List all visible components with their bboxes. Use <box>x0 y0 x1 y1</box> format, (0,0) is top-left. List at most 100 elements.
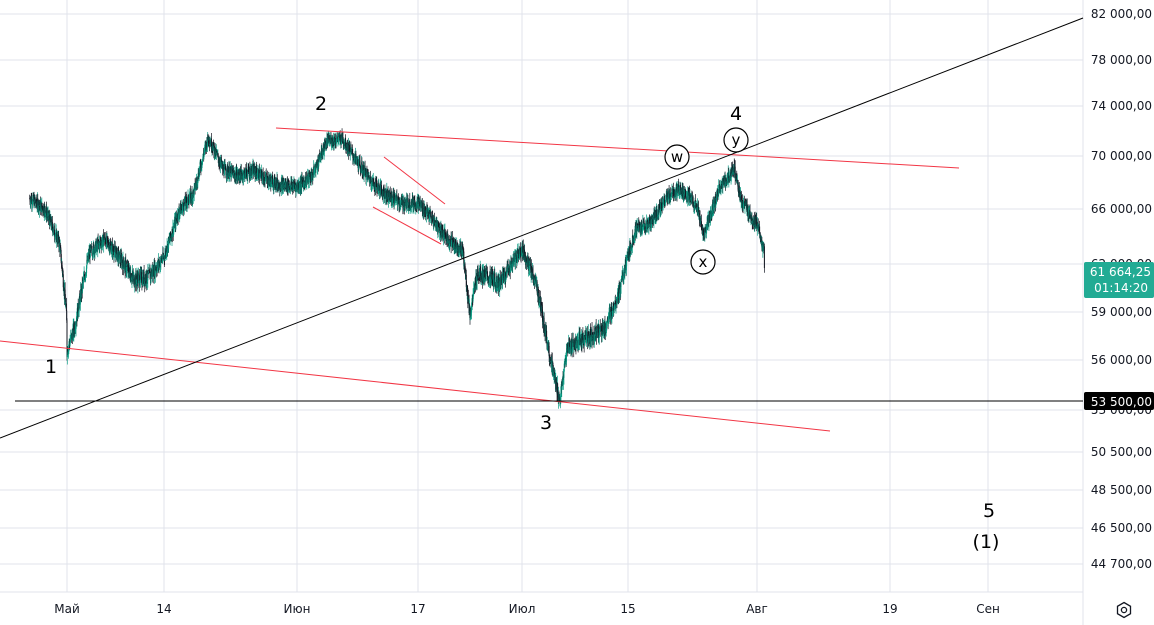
candle-body <box>749 210 751 218</box>
candle-body <box>519 247 521 256</box>
x-tick-label: 14 <box>156 602 171 616</box>
candle-body <box>658 212 660 215</box>
candle-body <box>232 170 234 178</box>
candle-body <box>484 269 486 278</box>
settings-icon[interactable] <box>1110 597 1138 623</box>
candle-body <box>345 137 347 148</box>
candle-body <box>592 334 594 340</box>
candle-body <box>336 136 338 139</box>
candle-body <box>282 180 284 192</box>
red-flag-lower-line[interactable] <box>372 206 442 245</box>
wave-label-3: 3 <box>540 412 552 434</box>
y-tick-label: 50 500,00 <box>1091 445 1152 459</box>
candle-body <box>95 245 97 253</box>
candle-body <box>387 190 389 202</box>
candle-body <box>673 196 675 198</box>
candle-body <box>394 194 396 203</box>
candle-body <box>49 215 51 220</box>
candle-body <box>668 193 670 199</box>
candle-body <box>97 239 99 251</box>
candle-body <box>679 184 681 195</box>
candle-body <box>348 151 350 154</box>
candle-body <box>113 250 115 255</box>
candle-body <box>109 244 111 250</box>
candle-body <box>103 240 105 247</box>
y-tick-label: 48 500,00 <box>1091 483 1152 497</box>
candle-body <box>511 263 513 268</box>
candle-body <box>687 191 689 201</box>
candle-body <box>706 228 708 231</box>
candle-body <box>552 362 554 366</box>
candle-body <box>576 340 578 348</box>
candle-body <box>61 267 63 273</box>
candle-body <box>129 271 131 279</box>
candle-body <box>667 195 669 200</box>
candle-body <box>118 257 120 260</box>
candle-body <box>571 339 573 349</box>
candle-body <box>635 224 637 233</box>
red-lower-channel-line[interactable] <box>0 340 831 432</box>
candle-body <box>505 277 507 279</box>
candle-body <box>123 267 125 269</box>
red-flag-upper-line[interactable] <box>383 156 446 205</box>
candle-body <box>262 176 264 181</box>
candle-body <box>148 270 150 272</box>
y-tick-label: 56 000,00 <box>1091 353 1152 367</box>
candle-body <box>670 193 672 198</box>
black-trend-line[interactable] <box>0 17 1084 439</box>
candle-body <box>252 165 254 172</box>
red-upper-channel-line[interactable] <box>275 127 960 169</box>
candle-body <box>66 320 68 357</box>
candle-body <box>527 257 529 267</box>
candle-body <box>725 179 727 185</box>
candle-body <box>452 239 454 249</box>
candle-body <box>92 244 94 255</box>
candle-body <box>575 337 577 348</box>
candle-body <box>637 223 639 232</box>
candle-body <box>622 272 624 276</box>
candle-body <box>523 252 525 255</box>
candle-body <box>60 247 62 251</box>
candle-body <box>546 330 548 340</box>
candle-body <box>97 239 99 243</box>
candle-body <box>444 230 446 235</box>
candle-body <box>638 223 640 227</box>
candle-body <box>436 220 438 230</box>
candle-body <box>613 305 615 310</box>
candle-body <box>239 169 241 175</box>
candle-body <box>272 178 274 188</box>
candle-body <box>549 359 551 362</box>
candle-body <box>459 243 461 250</box>
candle-body <box>655 211 657 218</box>
candle-body <box>552 362 554 375</box>
candle-body <box>126 266 128 271</box>
candle-body <box>589 329 591 343</box>
candle-body <box>521 248 523 252</box>
candle-body <box>703 230 705 234</box>
candle-body <box>262 175 264 181</box>
candle-body <box>373 181 375 186</box>
sub-wave-w: w <box>664 144 690 170</box>
candle-body <box>414 200 416 207</box>
candle-body <box>646 220 648 231</box>
candle-body <box>458 251 460 254</box>
candle-body <box>490 277 492 286</box>
drawings[interactable] <box>0 17 1084 439</box>
candle-body <box>512 258 514 264</box>
candle-body <box>556 381 558 392</box>
candle-body <box>525 257 527 263</box>
candle-body <box>636 223 638 226</box>
sub-wave-x: x <box>690 249 716 275</box>
y-tick-label: 74 000,00 <box>1091 99 1152 113</box>
candle-body <box>447 235 449 240</box>
candle-body <box>258 169 260 179</box>
candle-body <box>598 325 600 339</box>
wave-label-5: 5 <box>983 500 995 522</box>
candle-body <box>271 177 273 184</box>
candle-body <box>146 270 148 282</box>
candle-body <box>734 166 736 179</box>
candle-body <box>359 165 361 171</box>
wave-label-1: 1 <box>45 356 57 378</box>
candle-body <box>599 326 601 329</box>
